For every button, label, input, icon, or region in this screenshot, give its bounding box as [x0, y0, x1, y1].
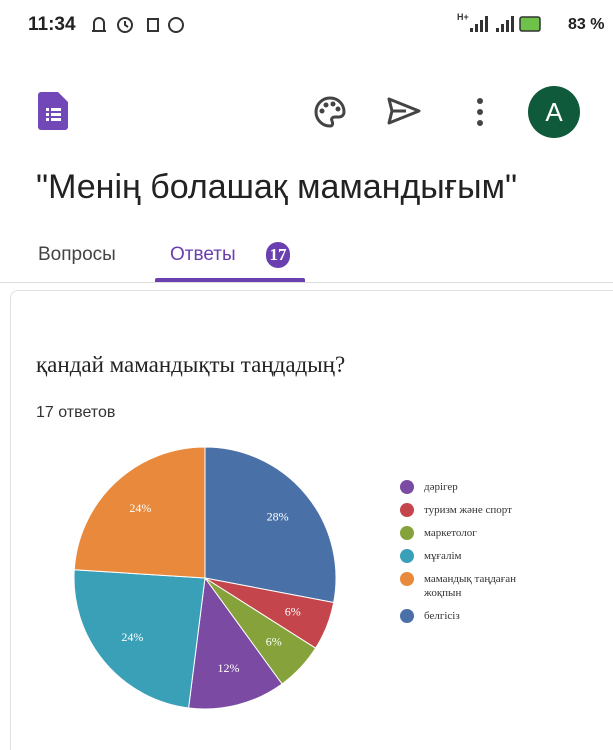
form-title: "Менің болашақ мамандығым"	[36, 168, 518, 206]
legend-item: туризм және спорт	[400, 503, 550, 517]
legend-label: мамандық таңдаған жоқпын	[424, 573, 516, 599]
pie-slice	[73, 569, 206, 709]
legend-swatch	[400, 549, 414, 563]
legend-label: белгісіз	[424, 610, 460, 622]
network-type: H+	[457, 12, 469, 22]
slice-label: 6%	[285, 604, 301, 618]
palette-icon[interactable]	[312, 94, 348, 130]
legend-item: мұғалім	[400, 549, 550, 563]
questions-tab[interactable]: Вопросы	[38, 244, 116, 265]
slice-label: 28%	[267, 510, 289, 524]
pie-slice	[188, 576, 283, 710]
clock: 11:34	[28, 14, 76, 35]
slice-label: 24%	[121, 630, 143, 644]
legend-label: мұғалім	[424, 550, 462, 562]
legend-swatch	[400, 609, 414, 623]
more-icon[interactable]	[474, 96, 486, 128]
legend-item: маркетолог	[400, 526, 550, 540]
legend-item: дәрігер	[400, 480, 550, 494]
question-title: қандай мамандықты таңдадың?	[36, 352, 346, 377]
signal-battery	[470, 16, 541, 32]
slice-label: 24%	[129, 501, 151, 515]
legend-label: дәрігер	[424, 481, 458, 493]
legend-label: туризм және спорт	[424, 504, 512, 516]
responses-tab[interactable]: Ответы	[170, 244, 236, 265]
response-card	[10, 290, 613, 750]
legend-swatch	[400, 572, 414, 586]
slice-label: 6%	[266, 634, 282, 648]
legend-swatch	[400, 526, 414, 540]
pie-slice	[204, 446, 337, 604]
battery-level: 83 %	[568, 16, 605, 33]
legend-item: белгісіз	[400, 609, 550, 623]
responses-badge: 17	[266, 242, 290, 268]
legend-swatch	[400, 480, 414, 494]
forms-logo[interactable]	[38, 92, 68, 130]
legend-label: маркетолог	[424, 527, 477, 539]
avatar[interactable]: A	[528, 86, 580, 138]
tab-divider	[0, 282, 613, 283]
legend-item: мамандық таңдаған жоқпын	[400, 572, 550, 600]
status-icons	[92, 17, 184, 33]
slice-label: 12%	[217, 661, 239, 675]
tab-indicator	[155, 278, 305, 282]
pie-slice	[73, 446, 206, 579]
pie-chart: 28% 6% 6% 12% 24% 24%	[73, 446, 337, 710]
send-icon[interactable]	[386, 96, 422, 126]
legend-swatch	[400, 503, 414, 517]
legend: дәрігер туризм және спорт маркетолог мұғалі…	[400, 480, 550, 632]
response-count: 17 ответов	[36, 404, 116, 421]
